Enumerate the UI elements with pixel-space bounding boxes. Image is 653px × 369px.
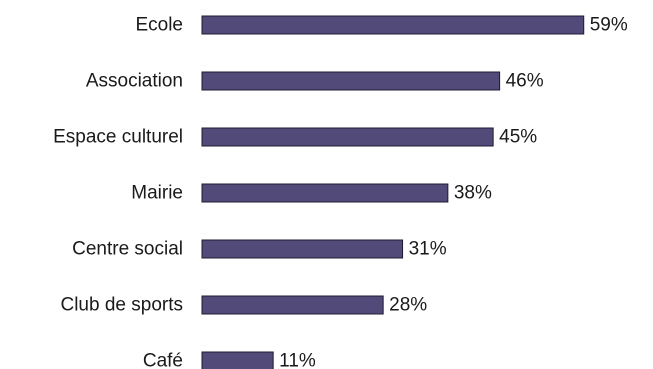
value-label: 31% xyxy=(409,239,447,260)
bar-row: Centre social 31% xyxy=(72,239,447,260)
bar xyxy=(201,295,384,315)
bar-row: Association 46% xyxy=(86,71,544,92)
bar xyxy=(201,71,501,91)
bar-row: Ecole 59% xyxy=(135,15,627,36)
category-label: Ecole xyxy=(135,15,183,36)
bar xyxy=(201,127,494,147)
value-label: 45% xyxy=(499,127,537,148)
category-label: Centre social xyxy=(72,239,183,260)
value-label: 28% xyxy=(389,295,427,316)
value-label: 38% xyxy=(454,183,492,204)
value-label: 11% xyxy=(279,351,316,369)
bar-row: Café 11% xyxy=(143,351,316,369)
category-label: Club de sports xyxy=(60,295,183,316)
category-label: Association xyxy=(86,71,183,92)
bar xyxy=(201,183,449,203)
bar xyxy=(201,15,585,35)
bar-row: Mairie 38% xyxy=(131,183,492,204)
bar-row: Club de sports 28% xyxy=(60,295,427,316)
bar xyxy=(201,351,274,369)
category-label: Café xyxy=(143,351,183,369)
bar-row: Espace culturel 45% xyxy=(53,127,537,148)
value-label: 46% xyxy=(506,71,544,92)
category-label: Espace culturel xyxy=(53,127,183,148)
value-label: 59% xyxy=(590,15,628,36)
bar xyxy=(201,239,404,259)
category-label: Mairie xyxy=(131,183,183,204)
bars-layer: Ecole 59% Association 46% Espace culturel 45%… xyxy=(53,15,628,369)
